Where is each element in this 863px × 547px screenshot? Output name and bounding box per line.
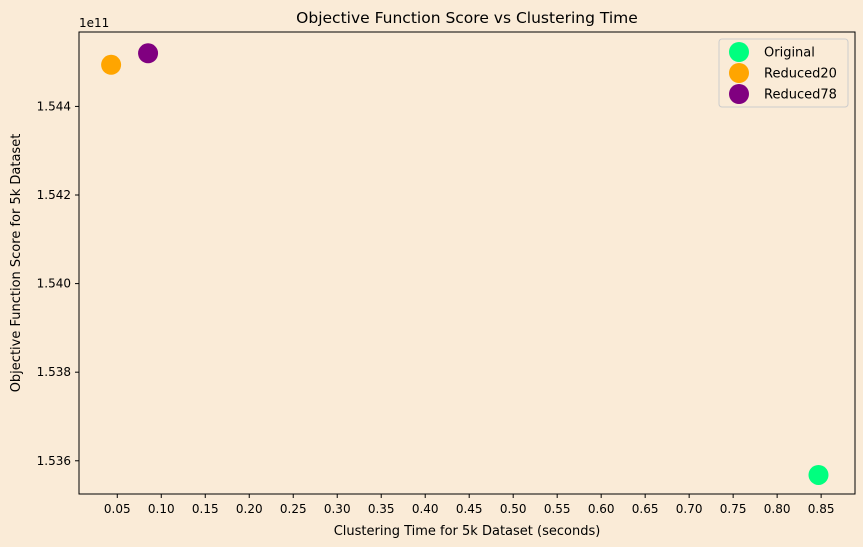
legend: Original Reduced20 Reduced78 bbox=[719, 39, 848, 107]
legend-marker-original bbox=[729, 42, 749, 62]
x-axis: 0.05 0.10 0.15 0.20 0.25 0.30 0.35 0.40 0.45 0.50… bbox=[104, 494, 835, 516]
x-tick-label: 0.55 bbox=[544, 502, 571, 516]
x-tick-label: 0.40 bbox=[412, 502, 439, 516]
y-tick-label: 1.544 bbox=[37, 99, 71, 113]
x-tick-label: 0.65 bbox=[632, 502, 659, 516]
x-tick-label: 0.35 bbox=[368, 502, 395, 516]
x-tick-label: 0.20 bbox=[236, 502, 263, 516]
x-tick-label: 0.15 bbox=[192, 502, 219, 516]
y-tick-label: 1.540 bbox=[37, 277, 71, 291]
x-tick-label: 0.70 bbox=[676, 502, 703, 516]
y-axis: 1.536 1.538 1.540 1.542 1.544 bbox=[37, 99, 79, 467]
legend-marker-reduced78 bbox=[729, 84, 749, 104]
x-tick-label: 0.80 bbox=[764, 502, 791, 516]
y-tick-label: 1.538 bbox=[37, 365, 71, 379]
x-tick-label: 0.50 bbox=[500, 502, 527, 516]
chart-title: Objective Function Score vs Clustering T… bbox=[296, 9, 638, 27]
x-axis-label: Clustering Time for 5k Dataset (seconds) bbox=[334, 524, 601, 539]
y-axis-label: Objective Function Score for 5k Dataset bbox=[9, 134, 24, 393]
point-reduced78 bbox=[138, 43, 158, 63]
point-original bbox=[808, 465, 828, 485]
legend-label-reduced20: Reduced20 bbox=[764, 67, 837, 82]
legend-label-reduced78: Reduced78 bbox=[764, 88, 837, 103]
y-offset-label: 1e11 bbox=[79, 16, 109, 30]
x-tick-label: 0.75 bbox=[720, 502, 747, 516]
x-tick-label: 0.60 bbox=[588, 502, 615, 516]
x-tick-label: 0.85 bbox=[808, 502, 835, 516]
x-tick-label: 0.10 bbox=[148, 502, 175, 516]
x-tick-label: 0.45 bbox=[456, 502, 483, 516]
legend-label-original: Original bbox=[764, 46, 815, 61]
legend-marker-reduced20 bbox=[729, 63, 749, 83]
y-tick-label: 1.536 bbox=[37, 454, 71, 468]
x-tick-label: 0.05 bbox=[104, 502, 131, 516]
x-tick-label: 0.25 bbox=[280, 502, 307, 516]
point-reduced20 bbox=[101, 55, 121, 75]
y-tick-label: 1.542 bbox=[37, 188, 71, 202]
x-tick-label: 0.30 bbox=[324, 502, 351, 516]
